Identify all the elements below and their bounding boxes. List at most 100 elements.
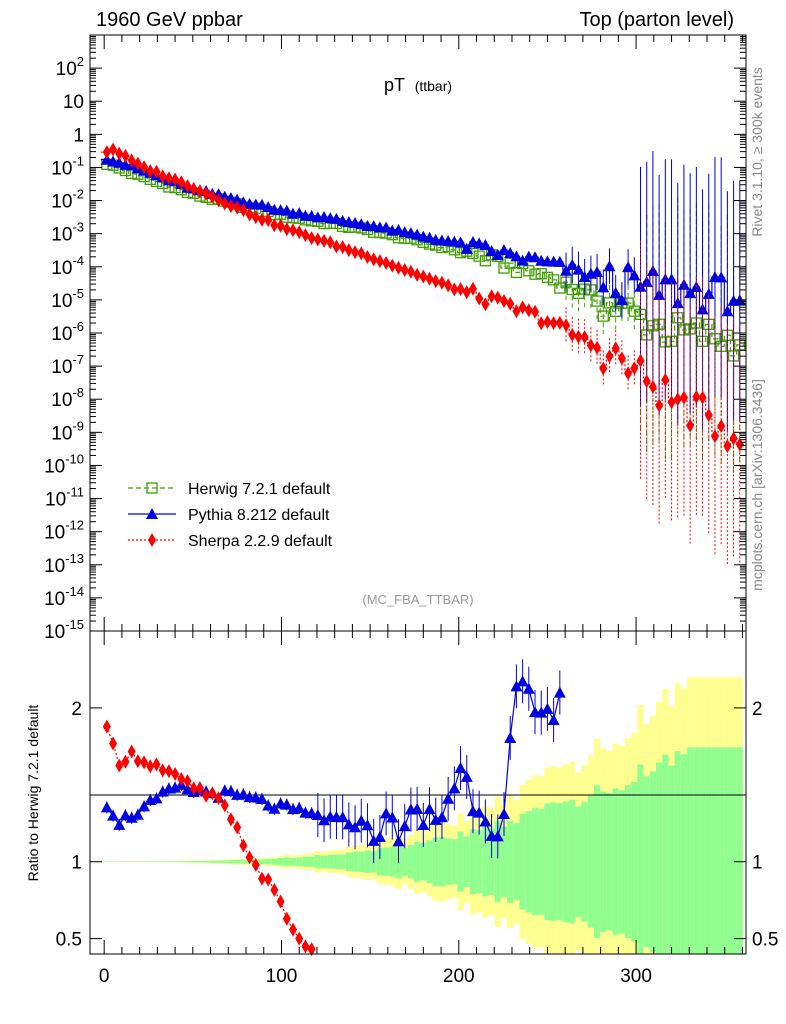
ratio-band-inner	[569, 799, 576, 924]
data-point	[400, 263, 409, 278]
data-point	[220, 798, 229, 813]
data-point	[510, 680, 523, 692]
ratio-band-inner	[581, 801, 588, 922]
data-point	[257, 871, 266, 886]
main-series-layer	[100, 142, 746, 567]
data-point	[301, 939, 310, 954]
data-point	[485, 245, 498, 257]
data-point	[220, 196, 229, 211]
data-point	[529, 268, 541, 280]
xtick-label: 100	[266, 966, 298, 987]
data-point	[609, 286, 622, 298]
data-point	[549, 316, 558, 331]
data-point	[541, 271, 554, 283]
data-point	[497, 244, 510, 256]
plot-title: pT (ttbar)	[384, 75, 452, 95]
data-point	[624, 366, 633, 381]
data-point	[226, 199, 235, 214]
main-ytick-label: 10-6	[51, 319, 84, 345]
data-point	[523, 265, 535, 277]
data-point	[487, 289, 496, 304]
data-point	[239, 203, 248, 218]
data-point	[264, 213, 273, 228]
ratio-band-inner	[184, 861, 191, 863]
ratio-band-inner	[699, 747, 706, 954]
ratio-band-inner	[718, 747, 725, 954]
ratio-band-inner	[432, 837, 439, 887]
ratio-band-inner	[178, 861, 185, 863]
data-point	[307, 231, 316, 246]
data-point	[392, 835, 405, 847]
ratio-band-inner	[314, 855, 321, 869]
data-point	[479, 255, 492, 267]
ratio-band-inner	[656, 762, 663, 954]
data-point	[338, 240, 347, 255]
data-point	[729, 431, 738, 446]
data-point	[115, 758, 124, 773]
data-point	[202, 186, 211, 201]
data-point	[295, 931, 304, 946]
data-point	[437, 275, 446, 290]
data-point	[617, 351, 626, 366]
plot-title-sub: (ttbar)	[415, 78, 452, 94]
ratio-band-inner	[283, 857, 290, 866]
data-point	[289, 922, 298, 937]
data-point	[547, 274, 560, 286]
data-point	[301, 228, 310, 243]
ratio-band-inner	[190, 860, 197, 863]
data-point	[543, 315, 552, 330]
main-ytick-label: 10-5	[51, 286, 84, 312]
data-point	[568, 327, 577, 342]
ratio-band-inner	[593, 785, 601, 939]
data-point	[224, 785, 237, 797]
ratio-band-inner	[668, 765, 675, 954]
data-point	[597, 281, 610, 293]
data-point	[295, 225, 304, 240]
data-point	[696, 303, 709, 315]
data-point	[119, 809, 132, 821]
legend-entry: Sherpa 2.2.9 default	[128, 533, 333, 550]
ratio-series-layer	[100, 659, 566, 957]
data-point	[413, 267, 422, 282]
legend-label: Sherpa 2.2.9 default	[188, 533, 333, 550]
ratio-band-inner	[631, 781, 638, 942]
data-point	[257, 212, 266, 227]
xtick-label: 200	[443, 966, 475, 987]
ratio-band-inner	[451, 839, 458, 885]
data-point	[541, 702, 554, 714]
data-point	[679, 390, 688, 405]
data-point	[202, 788, 211, 803]
data-point	[603, 297, 616, 309]
data-point	[628, 269, 641, 281]
data-point	[245, 207, 254, 222]
data-point	[448, 782, 461, 794]
data-point	[692, 390, 701, 405]
ratio-band-inner	[209, 860, 216, 863]
ratio-band-inner	[345, 852, 352, 871]
ratio-band-inner	[153, 861, 160, 862]
ratio-ytick-label: 1	[71, 853, 82, 874]
ratio-band-inner	[271, 858, 278, 865]
series-line	[100, 163, 746, 357]
data-point	[164, 171, 173, 186]
data-point	[282, 222, 291, 237]
data-point	[164, 764, 173, 779]
main-ytick-label: 10-8	[51, 385, 84, 411]
data-point	[107, 809, 120, 821]
ratio-band-inner	[258, 859, 266, 865]
data-point	[255, 793, 268, 805]
ratio-band-inner	[376, 848, 383, 876]
ratio-band-inner	[234, 859, 241, 864]
ratio-band-inner	[426, 840, 433, 884]
data-point	[715, 271, 728, 283]
data-point	[158, 169, 167, 184]
data-point	[547, 714, 560, 726]
ratio-band-inner	[488, 828, 495, 895]
ratio-band-inner	[612, 788, 619, 935]
data-point	[646, 264, 659, 276]
data-point	[152, 164, 161, 179]
data-point	[380, 221, 393, 233]
data-point	[630, 361, 639, 376]
data-point	[214, 791, 223, 806]
